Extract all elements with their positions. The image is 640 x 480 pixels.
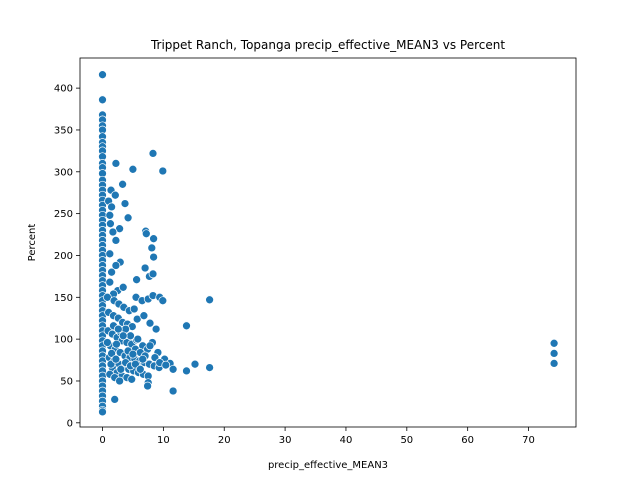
x-tick-label: 50 [400, 435, 413, 446]
x-tick-label: 20 [218, 435, 231, 446]
y-tick-label: 150 [54, 293, 73, 304]
data-point [147, 243, 157, 253]
y-tick-label: 50 [60, 376, 73, 387]
data-point [158, 296, 168, 306]
data-point [148, 269, 158, 279]
data-point [158, 166, 168, 176]
y-tick-label: 300 [54, 167, 73, 178]
data-point [182, 366, 191, 376]
data-point [116, 364, 126, 374]
data-point [107, 267, 116, 277]
data-point [549, 349, 559, 358]
data-point [205, 295, 214, 305]
data-point [141, 229, 151, 239]
data-point [111, 159, 121, 168]
data-point [168, 364, 178, 374]
y-tick-label: 350 [54, 125, 73, 136]
x-tick-label: 70 [522, 435, 535, 446]
x-tick-label: 30 [279, 435, 292, 446]
data-point [138, 354, 148, 364]
data-point [118, 282, 128, 292]
data-point [110, 395, 120, 404]
x-tick-label: 0 [99, 435, 105, 446]
y-axis-label: Percent [27, 224, 38, 262]
data-point [126, 331, 135, 341]
data-point [110, 190, 120, 200]
data-point [112, 339, 121, 349]
data-point [98, 70, 107, 80]
data-point [108, 227, 118, 237]
plot-frame [79, 57, 577, 428]
data-point [127, 374, 137, 384]
data-point [107, 202, 116, 212]
data-point [111, 236, 121, 245]
data-point [151, 324, 161, 334]
data-point [190, 359, 200, 369]
data-point [111, 261, 121, 270]
x-tick-label: 40 [340, 435, 353, 446]
data-point [98, 95, 107, 105]
y-tick-label: 100 [54, 335, 73, 346]
data-point [149, 252, 158, 262]
data-point [148, 149, 158, 158]
data-point [143, 381, 152, 391]
data-point [145, 318, 155, 328]
data-point [118, 331, 128, 341]
data-point [106, 219, 115, 229]
data-point [132, 275, 141, 285]
data-point [145, 341, 155, 351]
x-axis-label: precip_effective_MEAN3 [268, 460, 388, 471]
x-tick-label: 10 [157, 435, 170, 446]
data-point [182, 321, 191, 331]
data-point [103, 338, 112, 347]
y-axis: 0 50 100 150 200 250 300 350 400 [54, 84, 80, 429]
data-point [123, 213, 133, 223]
chart-title: Trippet Ranch, Topanga precip_effective_… [150, 38, 505, 52]
data-point [139, 311, 149, 321]
data-point [120, 199, 130, 208]
data-point [115, 376, 124, 386]
y-tick-label: 400 [54, 84, 73, 95]
data-point [161, 360, 171, 370]
y-tick-label: 0 [67, 418, 73, 429]
data-point [549, 359, 559, 368]
y-tick-label: 200 [54, 251, 73, 262]
data-point [168, 386, 178, 396]
data-point [111, 354, 121, 364]
y-tick-label: 250 [54, 209, 73, 220]
data-point [549, 338, 559, 348]
data-point [107, 349, 116, 358]
data-point [105, 210, 115, 220]
data-point [98, 407, 107, 417]
data-point [140, 263, 150, 273]
points-layer [98, 70, 559, 417]
data-point [118, 179, 127, 189]
data-point [149, 234, 158, 244]
data-point [129, 304, 139, 314]
x-tick-label: 60 [461, 435, 474, 446]
data-point [113, 324, 123, 334]
data-point [105, 249, 115, 259]
data-point [205, 363, 214, 372]
data-point [128, 349, 138, 359]
data-point [105, 277, 115, 287]
data-point [135, 364, 145, 374]
data-point [133, 334, 143, 344]
x-axis: 0 10 20 30 40 50 60 70 [99, 427, 535, 446]
data-point [128, 164, 138, 174]
